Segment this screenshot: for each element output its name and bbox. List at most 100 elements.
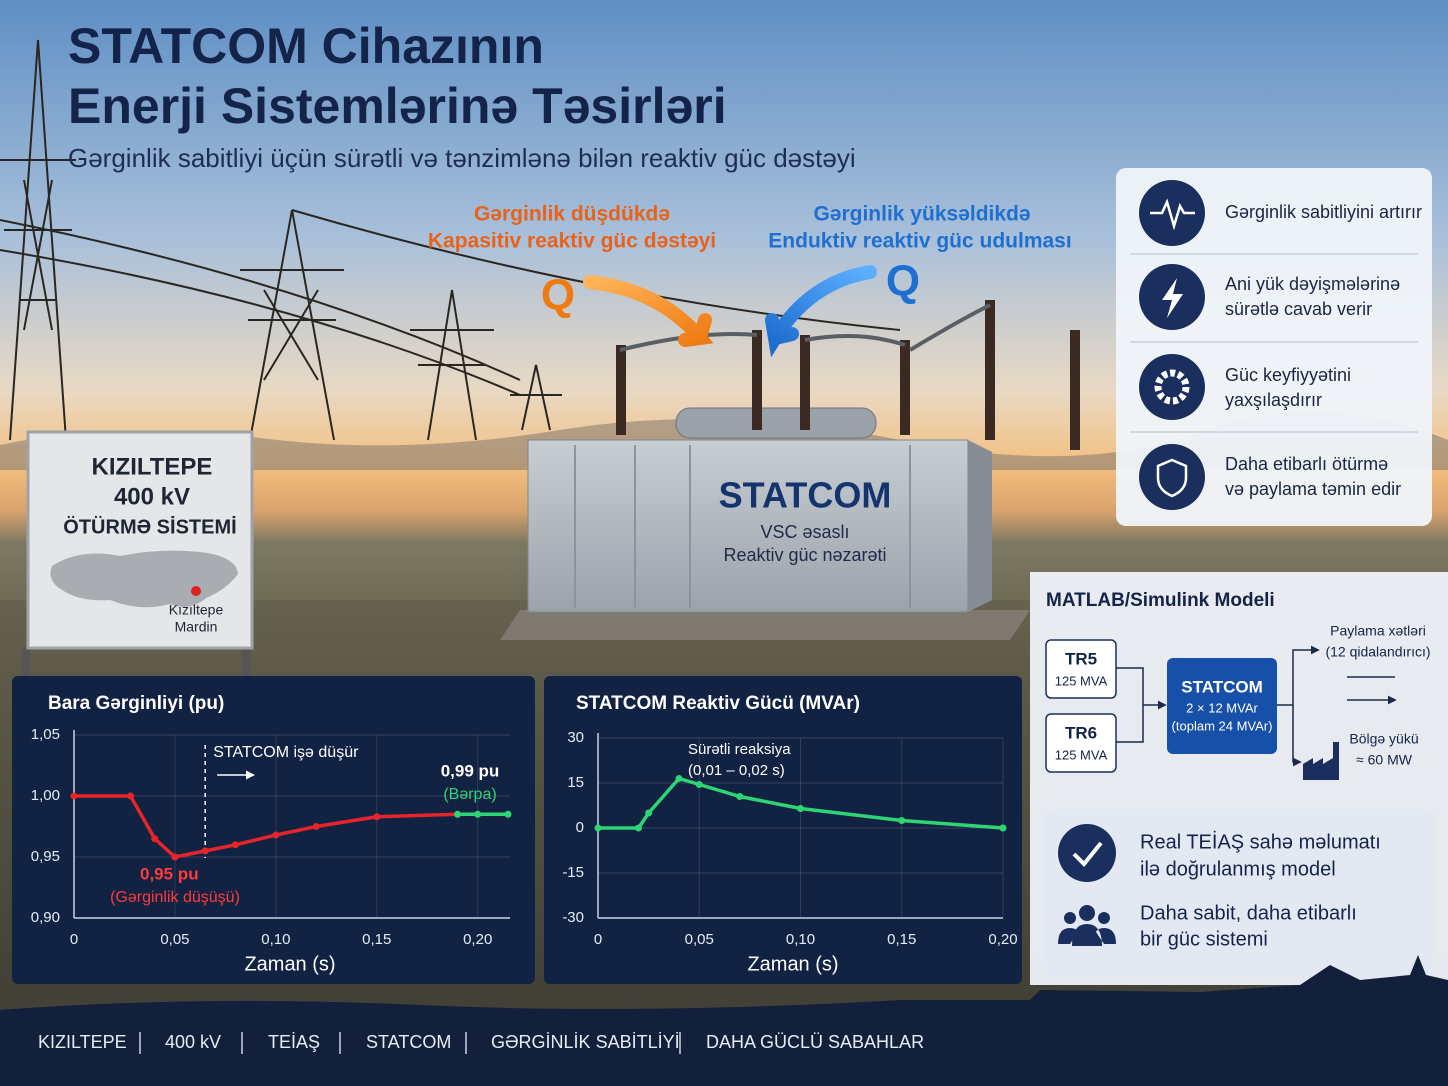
title-line: STATCOM Cihazının (68, 18, 544, 74)
validation-text: ilə doğrulanmış model (1140, 858, 1336, 880)
x-tick-label: 0,15 (887, 931, 916, 948)
footer-separators (139, 1032, 681, 1054)
validation-text: Real TEİAŞ sahə məlumatı (1140, 830, 1381, 853)
y-tick-label: 0,90 (31, 909, 60, 926)
annotation: (Bərpa) (443, 786, 496, 803)
feeder-label: (12 qidalandırıcı) (1325, 644, 1430, 660)
validation-text: bir güc sistemi (1140, 928, 1268, 950)
validation-icons (1058, 824, 1116, 946)
separators (1130, 253, 1418, 433)
data-point (504, 810, 512, 818)
x-tick-label: 0,20 (463, 931, 492, 948)
footer-item: 400 kV (165, 1032, 221, 1052)
sign (22, 430, 254, 678)
transformer-rating: 125 MVA (1055, 747, 1108, 762)
footer-item: STATCOM (366, 1032, 451, 1052)
benefit-text: Gərginlik sabitliyini artırır (1225, 202, 1422, 222)
x-tick-label: 0,05 (160, 931, 189, 948)
y-tick-label: 1,00 (31, 787, 60, 804)
footer-item: DAHA GÜCLÜ SABAHLAR (706, 1032, 924, 1052)
flow-label: Gərginlik yüksəldikdə (813, 203, 1030, 226)
x-tick-label: 0 (594, 931, 602, 948)
model-statcom: STATCOM (1181, 677, 1263, 696)
data-point (70, 792, 78, 800)
validation-panel (1044, 810, 1434, 978)
benefit-text: yaxşılaşdırır (1225, 390, 1322, 410)
chart-panel (12, 676, 535, 984)
sign-place: Mardin (175, 619, 218, 635)
annotation: (0,01 – 0,02 s) (688, 762, 785, 779)
x-tick-label: 0,20 (988, 931, 1017, 948)
benefit-icons (1139, 180, 1205, 510)
y-tick-label: -15 (562, 864, 584, 881)
data-point (312, 823, 320, 830)
footer-item: TEİAŞ (268, 1032, 320, 1052)
data-point (635, 824, 642, 832)
x-tick-label: 0,05 (685, 931, 714, 948)
x-axis-label: Zaman (s) (244, 953, 335, 975)
data-point (474, 810, 482, 818)
data-point (231, 841, 239, 849)
device-line: VSC əsaslı (760, 522, 849, 542)
data-point (151, 835, 159, 843)
statcom-unit (500, 300, 1080, 640)
model-title: MATLAB/Simulink Modeli (1046, 590, 1275, 611)
model-diagram (1045, 639, 1395, 780)
load-label: Bölgə yükü (1349, 731, 1418, 747)
data-point (675, 775, 683, 782)
benefit-text: və paylama təmin edir (1225, 479, 1401, 499)
data-point (201, 847, 209, 855)
load-label: ≈ 60 MW (1356, 752, 1413, 768)
data-point (695, 781, 703, 788)
sign-place: Kızıltepe (169, 602, 224, 618)
towers (0, 39, 901, 441)
y-tick-label: -30 (562, 909, 584, 926)
series-line (74, 794, 458, 859)
annotation: Sürətli reaksiya (688, 741, 791, 758)
model-statcom-line: (toplam 24 MVAr) (1172, 718, 1273, 733)
data-point (736, 793, 744, 800)
validation-text: Daha sabit, daha etibarlı (1140, 902, 1357, 924)
chart-title: Bara Gərginliyi (pu) (48, 693, 224, 714)
y-tick-label: 15 (567, 774, 584, 791)
y-tick-label: 30 (567, 729, 584, 746)
annotation: STATCOM işə düşür (213, 744, 359, 761)
data-point (373, 813, 381, 821)
x-tick-label: 0,10 (786, 931, 815, 948)
x-tick-label: 0,10 (261, 931, 290, 948)
data-point (594, 824, 602, 832)
transformer-rating: 125 MVA (1055, 673, 1108, 688)
footer-item: KIZILTEPE (38, 1032, 127, 1052)
data-point (127, 792, 135, 800)
model-statcom-line: 2 × 12 MVAr (1186, 700, 1258, 715)
sign-line: 400 kV (114, 483, 190, 510)
sign-line: KIZILTEPE (92, 453, 213, 480)
benefit-text: Daha etibarlı ötürmə (1225, 454, 1388, 474)
flow-label: Enduktiv reaktiv güc udulması (768, 230, 1071, 253)
chart-panel (544, 676, 1022, 984)
footer-item: GƏRGİNLİK SABİTLİYİ (491, 1032, 680, 1052)
title-line: Enerji Sistemlərinə Təsirləri (68, 78, 727, 134)
chart-title: STATCOM Reaktiv Gücü (MVAr) (576, 693, 860, 714)
transformer-name: TR6 (1065, 723, 1097, 742)
data-point (454, 810, 462, 818)
data-point (645, 809, 653, 817)
data-point (999, 824, 1007, 832)
feeder-label: Paylama xətləri (1330, 623, 1426, 639)
annotation: (Gərginlik düşüşü) (110, 889, 240, 906)
data-point (272, 831, 280, 839)
flow-arrow (765, 265, 877, 358)
subtitle: Gərginlik sabitliyi üçün sürətli və tənz… (68, 143, 856, 173)
x-axis-label: Zaman (s) (747, 953, 838, 975)
flow-label: Gərginlik düşdükdə (474, 203, 670, 226)
sign-line: ÖTÜRMƏ SİSTEMİ (63, 515, 236, 538)
footer-bar (0, 955, 1448, 1086)
device-line: Reaktiv güc nəzarəti (723, 545, 886, 565)
transformer-name: TR5 (1065, 649, 1097, 668)
annotation: 0,99 pu (441, 761, 500, 780)
data-point (898, 817, 906, 824)
y-tick-label: 0,95 (31, 848, 60, 865)
q-symbol: Q (886, 257, 920, 306)
